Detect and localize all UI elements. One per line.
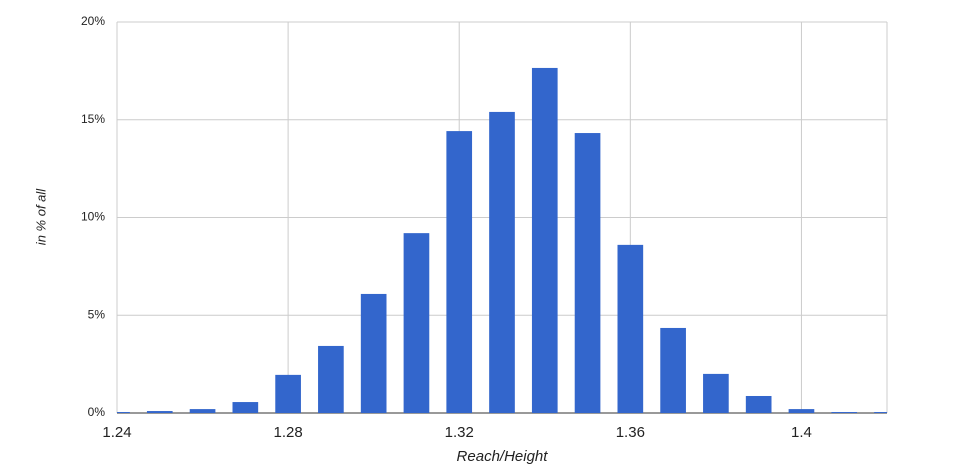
bar — [189, 409, 216, 413]
bar — [831, 412, 858, 413]
y-tick-label: 5% — [88, 307, 106, 321]
bar — [146, 411, 173, 413]
bar — [117, 412, 130, 413]
y-tick-label: 20% — [81, 14, 105, 28]
bar — [403, 233, 430, 413]
bar — [446, 131, 473, 414]
bar — [275, 374, 301, 413]
bar — [660, 327, 686, 413]
x-tick-label: 1.4 — [791, 424, 812, 441]
x-axis-title: Reach/Height — [457, 448, 549, 465]
bar — [232, 402, 259, 413]
y-tick-label: 15% — [81, 112, 105, 126]
bar — [531, 67, 558, 413]
y-axis-title: in % of all — [33, 188, 48, 245]
bar — [788, 409, 815, 413]
bar — [703, 373, 729, 413]
bar — [360, 293, 387, 413]
x-tick-label: 1.24 — [102, 424, 131, 441]
bar — [874, 412, 887, 413]
bar — [745, 395, 772, 413]
y-tick-label: 10% — [81, 210, 105, 224]
bar — [489, 111, 515, 414]
plot-area — [117, 67, 887, 414]
bar — [574, 133, 601, 413]
bar — [318, 345, 344, 413]
bar — [617, 244, 644, 413]
x-tick-label: 1.32 — [445, 424, 474, 441]
x-tick-label: 1.36 — [616, 424, 645, 441]
x-tick-label: 1.28 — [274, 424, 303, 441]
y-tick-label: 0% — [88, 405, 106, 419]
